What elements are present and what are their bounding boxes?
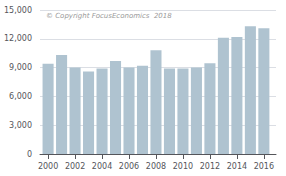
svg-text:2004: 2004 [92,162,112,171]
svg-text:2012: 2012 [200,162,220,171]
svg-text:© Copyright FocusEconomics 20: © Copyright FocusEconomics 2018 [46,12,172,20]
svg-text:2000: 2000 [38,162,58,171]
svg-text:2002: 2002 [65,162,85,171]
svg-text:6,000: 6,000 [9,92,32,101]
svg-text:2006: 2006 [119,162,139,171]
svg-text:12,000: 12,000 [4,34,32,43]
svg-text:3,000: 3,000 [9,121,32,130]
svg-text:2016: 2016 [254,162,274,171]
svg-text:0: 0 [27,150,32,159]
svg-text:2008: 2008 [146,162,166,171]
svg-text:2010: 2010 [173,162,193,171]
svg-text:9,000: 9,000 [9,63,32,72]
svg-text:15,000: 15,000 [4,6,32,15]
svg-text:2014: 2014 [227,162,247,171]
